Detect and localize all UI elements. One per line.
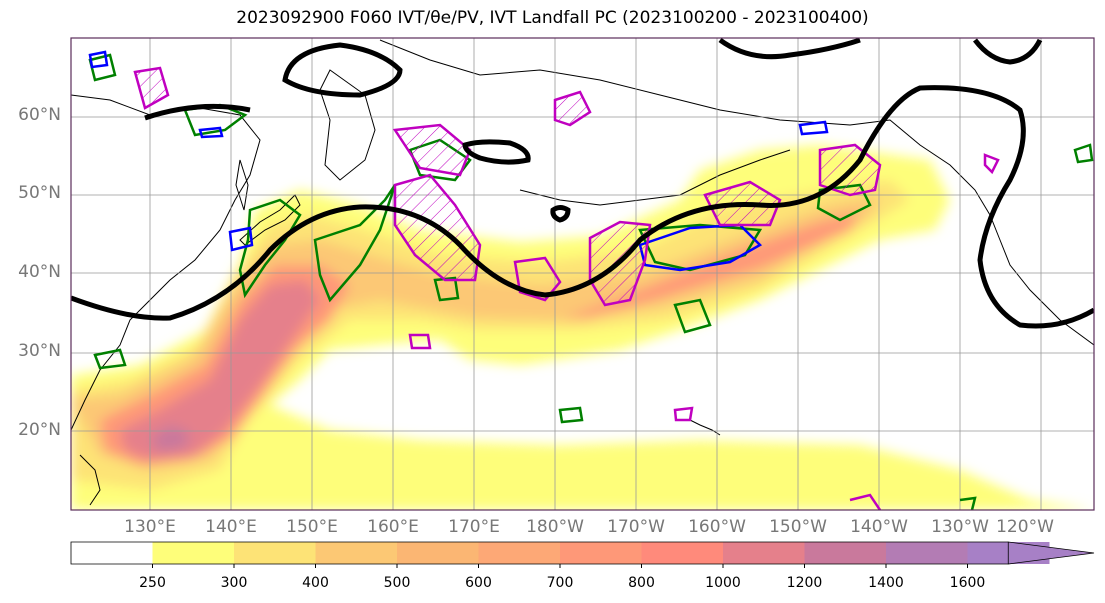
ivt-1400 [150, 425, 190, 452]
kamchatka-coast [319, 69, 376, 181]
lon-label-150w: 150°W [769, 517, 827, 537]
ivt-700 [100, 212, 860, 465]
colorbar-tick-label: 400 [302, 575, 329, 591]
map-title: 2023092900 F060 IVT/θe/PV, IVT Landfall … [236, 8, 869, 28]
colorbar-tick-label: 250 [139, 575, 166, 591]
lat-label-40n: 40°N [18, 262, 61, 282]
map-frame [70, 37, 1095, 511]
colorbar-swatch [641, 542, 724, 564]
lat-label-20n: 20°N [18, 420, 61, 440]
colorbar [70, 541, 1095, 568]
colorbar-swatch [560, 542, 642, 564]
colorbar-tick-label: 700 [546, 575, 574, 591]
lon-label-150e: 150°E [286, 517, 338, 537]
colorbar-swatch [886, 542, 968, 564]
lon-label-160w: 160°W [688, 517, 746, 537]
colorbar-swatch [478, 542, 561, 564]
lat-label-50n: 50°N [18, 183, 61, 203]
colorbar-swatch [723, 542, 805, 564]
colorbar-outline [70, 541, 1009, 565]
lat-label-60n: 60°N [18, 105, 61, 125]
ivt-1000 [120, 280, 320, 460]
colorbar-swatch [315, 542, 398, 564]
pv-blue-contours [88, 50, 829, 272]
theta-e-contours [88, 53, 1094, 510]
colorbar-swatch [152, 542, 235, 564]
colorbar-tick-label: 600 [465, 575, 492, 591]
lon-label-170e: 170°E [448, 517, 500, 537]
lon-label-160e: 160°E [367, 517, 419, 537]
hawaii [689, 419, 721, 436]
lon-label-140e: 140°E [205, 517, 257, 537]
lon-label-180w: 180°W [526, 517, 584, 537]
geopotential-contours [71, 38, 1094, 329]
aleutians [519, 149, 791, 206]
colorbar-tick-label: 1000 [705, 575, 741, 591]
lon-label-170w: 170°W [607, 517, 665, 537]
colorbar-tick-label: 300 [220, 575, 248, 591]
colorbar-tick-label: 1200 [786, 575, 823, 591]
lon-label-130w: 130°W [931, 517, 989, 537]
philippines [79, 454, 101, 506]
lon-label-130e: 130°E [124, 517, 176, 537]
colorbar-tick-label: 800 [628, 575, 655, 591]
colorbar-tick-label: 1600 [949, 575, 986, 591]
colorbar-tick-label: 500 [383, 575, 411, 591]
colorbar-swatch [397, 542, 479, 564]
ivt-500 [71, 195, 880, 470]
lat-label-30n: 30°N [18, 341, 61, 361]
sakhalin-coast [235, 159, 249, 211]
colorbar-extend-arrow [1007, 541, 1095, 565]
colorbar-tick-label: 1400 [868, 575, 904, 591]
colorbar-swatch [234, 542, 316, 564]
lon-label-120w: 120°W [996, 517, 1054, 537]
alaska-coast [379, 39, 1094, 346]
lon-label-140w: 140°W [850, 517, 908, 537]
colorbar-swatch [71, 542, 153, 564]
colorbar-swatch [804, 542, 887, 564]
